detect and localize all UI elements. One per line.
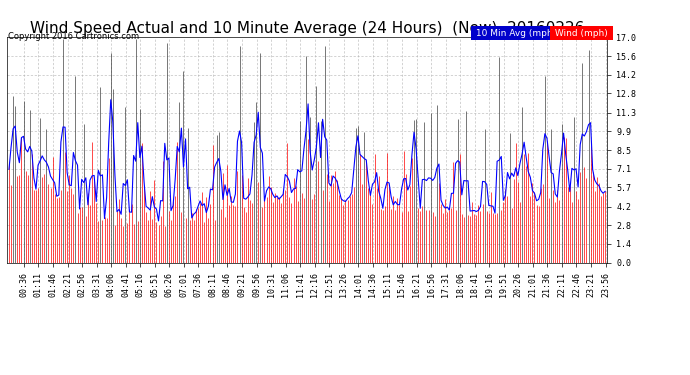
Title: Wind Speed Actual and 10 Minute Average (24 Hours)  (New)  20160226: Wind Speed Actual and 10 Minute Average …: [30, 21, 584, 36]
Text: Copyright 2016 Cartronics.com: Copyright 2016 Cartronics.com: [8, 32, 139, 41]
Text: 10 Min Avg (mph): 10 Min Avg (mph): [473, 28, 559, 38]
Text: Wind (mph): Wind (mph): [552, 28, 611, 38]
